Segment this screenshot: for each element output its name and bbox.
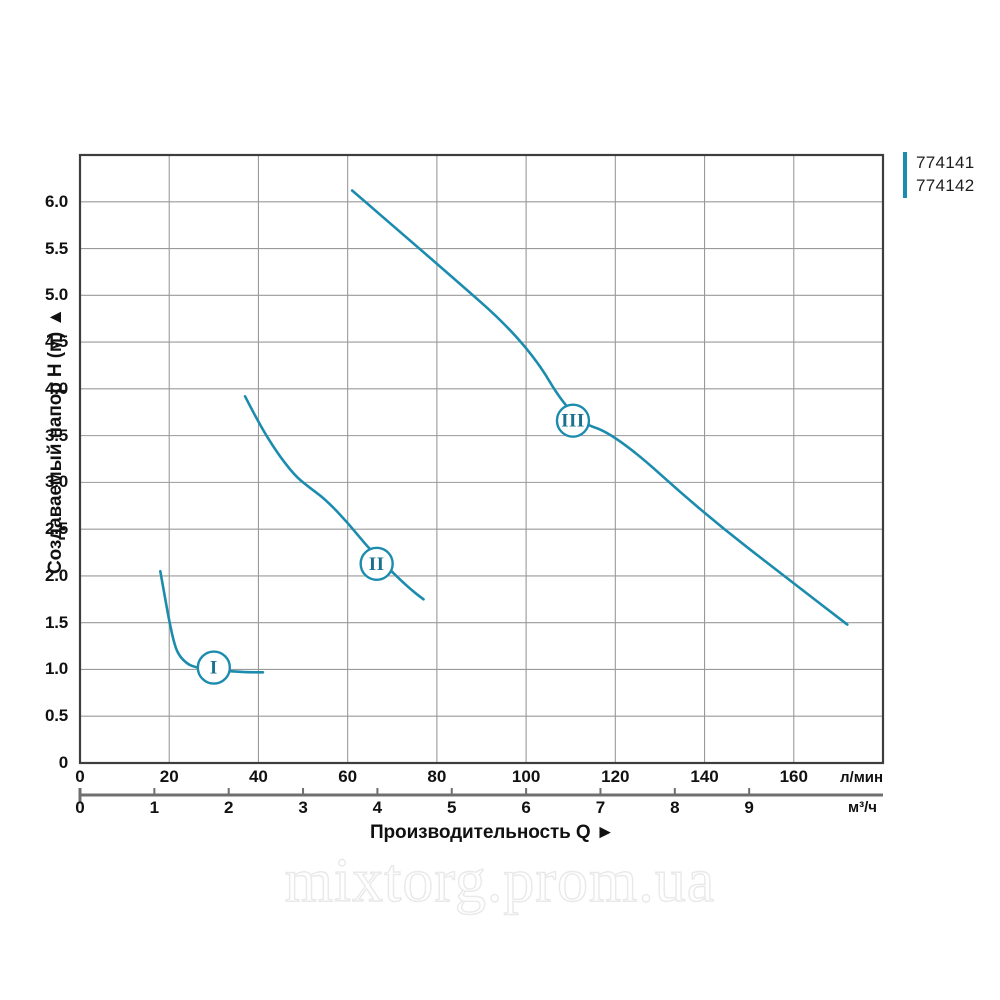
x-tick-label-lpm: 20: [159, 767, 179, 786]
curve-I: [159, 569, 265, 674]
y-tick-label: 3.5: [44, 425, 68, 445]
marker-circle-I: [196, 650, 232, 685]
y-tick-label: 1.5: [44, 612, 68, 632]
legend-item-774141: 774141: [916, 153, 975, 172]
y-axis-title: Создаваемый напор H (м) ▲: [45, 308, 66, 575]
x-tick-label-m3h: 9: [744, 798, 754, 817]
x-tick-label-lpm: 80: [427, 767, 447, 786]
y-tick-label: 6.0: [44, 191, 68, 211]
gridlines: [80, 155, 883, 763]
y-tick-label: 4.5: [44, 332, 68, 352]
marker-label-III: III: [561, 411, 585, 432]
curves: [159, 189, 849, 674]
x-tick-label-m3h: 2: [223, 798, 234, 817]
y-tick-label: 3.0: [44, 472, 68, 492]
x-tick-label-m3h: 6: [521, 798, 531, 817]
plot-frame: [78, 153, 885, 765]
x-tick-label-lpm: 40: [248, 767, 268, 786]
plot-border: [78, 153, 885, 765]
x-axis-unit-m3h: м³/ч: [848, 799, 877, 816]
marker-label-I: I: [210, 658, 218, 679]
x-tick-label-lpm: 0: [75, 767, 85, 786]
y-tick-label: 1.0: [44, 659, 68, 679]
x-tick-label-lpm: 60: [338, 767, 358, 786]
marker-label-II: II: [369, 554, 385, 575]
curve-II: [243, 395, 425, 601]
x-tick-label-lpm: 160: [779, 767, 808, 786]
x-tick-label-m3h: 3: [298, 798, 308, 817]
y-tick-label: 0.5: [44, 706, 68, 726]
y-tick-label: 5.0: [44, 285, 68, 305]
x-tick-label-m3h: 8: [670, 798, 680, 817]
x-axis-unit-lpm: л/мин: [840, 769, 884, 786]
y-tick-label: 5.5: [44, 238, 68, 258]
x-tick-label-lpm: 120: [601, 767, 630, 786]
x-tick-label-lpm: 140: [690, 767, 719, 786]
secondary-axis-bars: [78, 788, 883, 802]
marker-circle-III: [555, 403, 591, 438]
x-tick-label-m3h: 0: [75, 798, 85, 817]
y-tick-label: 0: [58, 753, 68, 772]
x-tick-label-m3h: 5: [447, 798, 457, 817]
x-axis-title: Производительность Q ►: [370, 822, 615, 843]
legend-item-774142: 774142: [916, 176, 975, 195]
y-tick-label: 4.0: [44, 378, 68, 398]
y-tick-label: 2.5: [44, 519, 68, 539]
x-tick-label-m3h: 4: [372, 798, 383, 817]
marker-circle-II: [359, 546, 394, 581]
x-tick-label-m3h: 1: [149, 798, 160, 817]
y-tick-label: 2.0: [44, 565, 68, 585]
x-tick-label-m3h: 7: [595, 798, 606, 817]
curve-III: [350, 189, 849, 626]
legend-color-swatch: [903, 152, 907, 198]
x-tick-label-lpm: 100: [511, 767, 541, 786]
